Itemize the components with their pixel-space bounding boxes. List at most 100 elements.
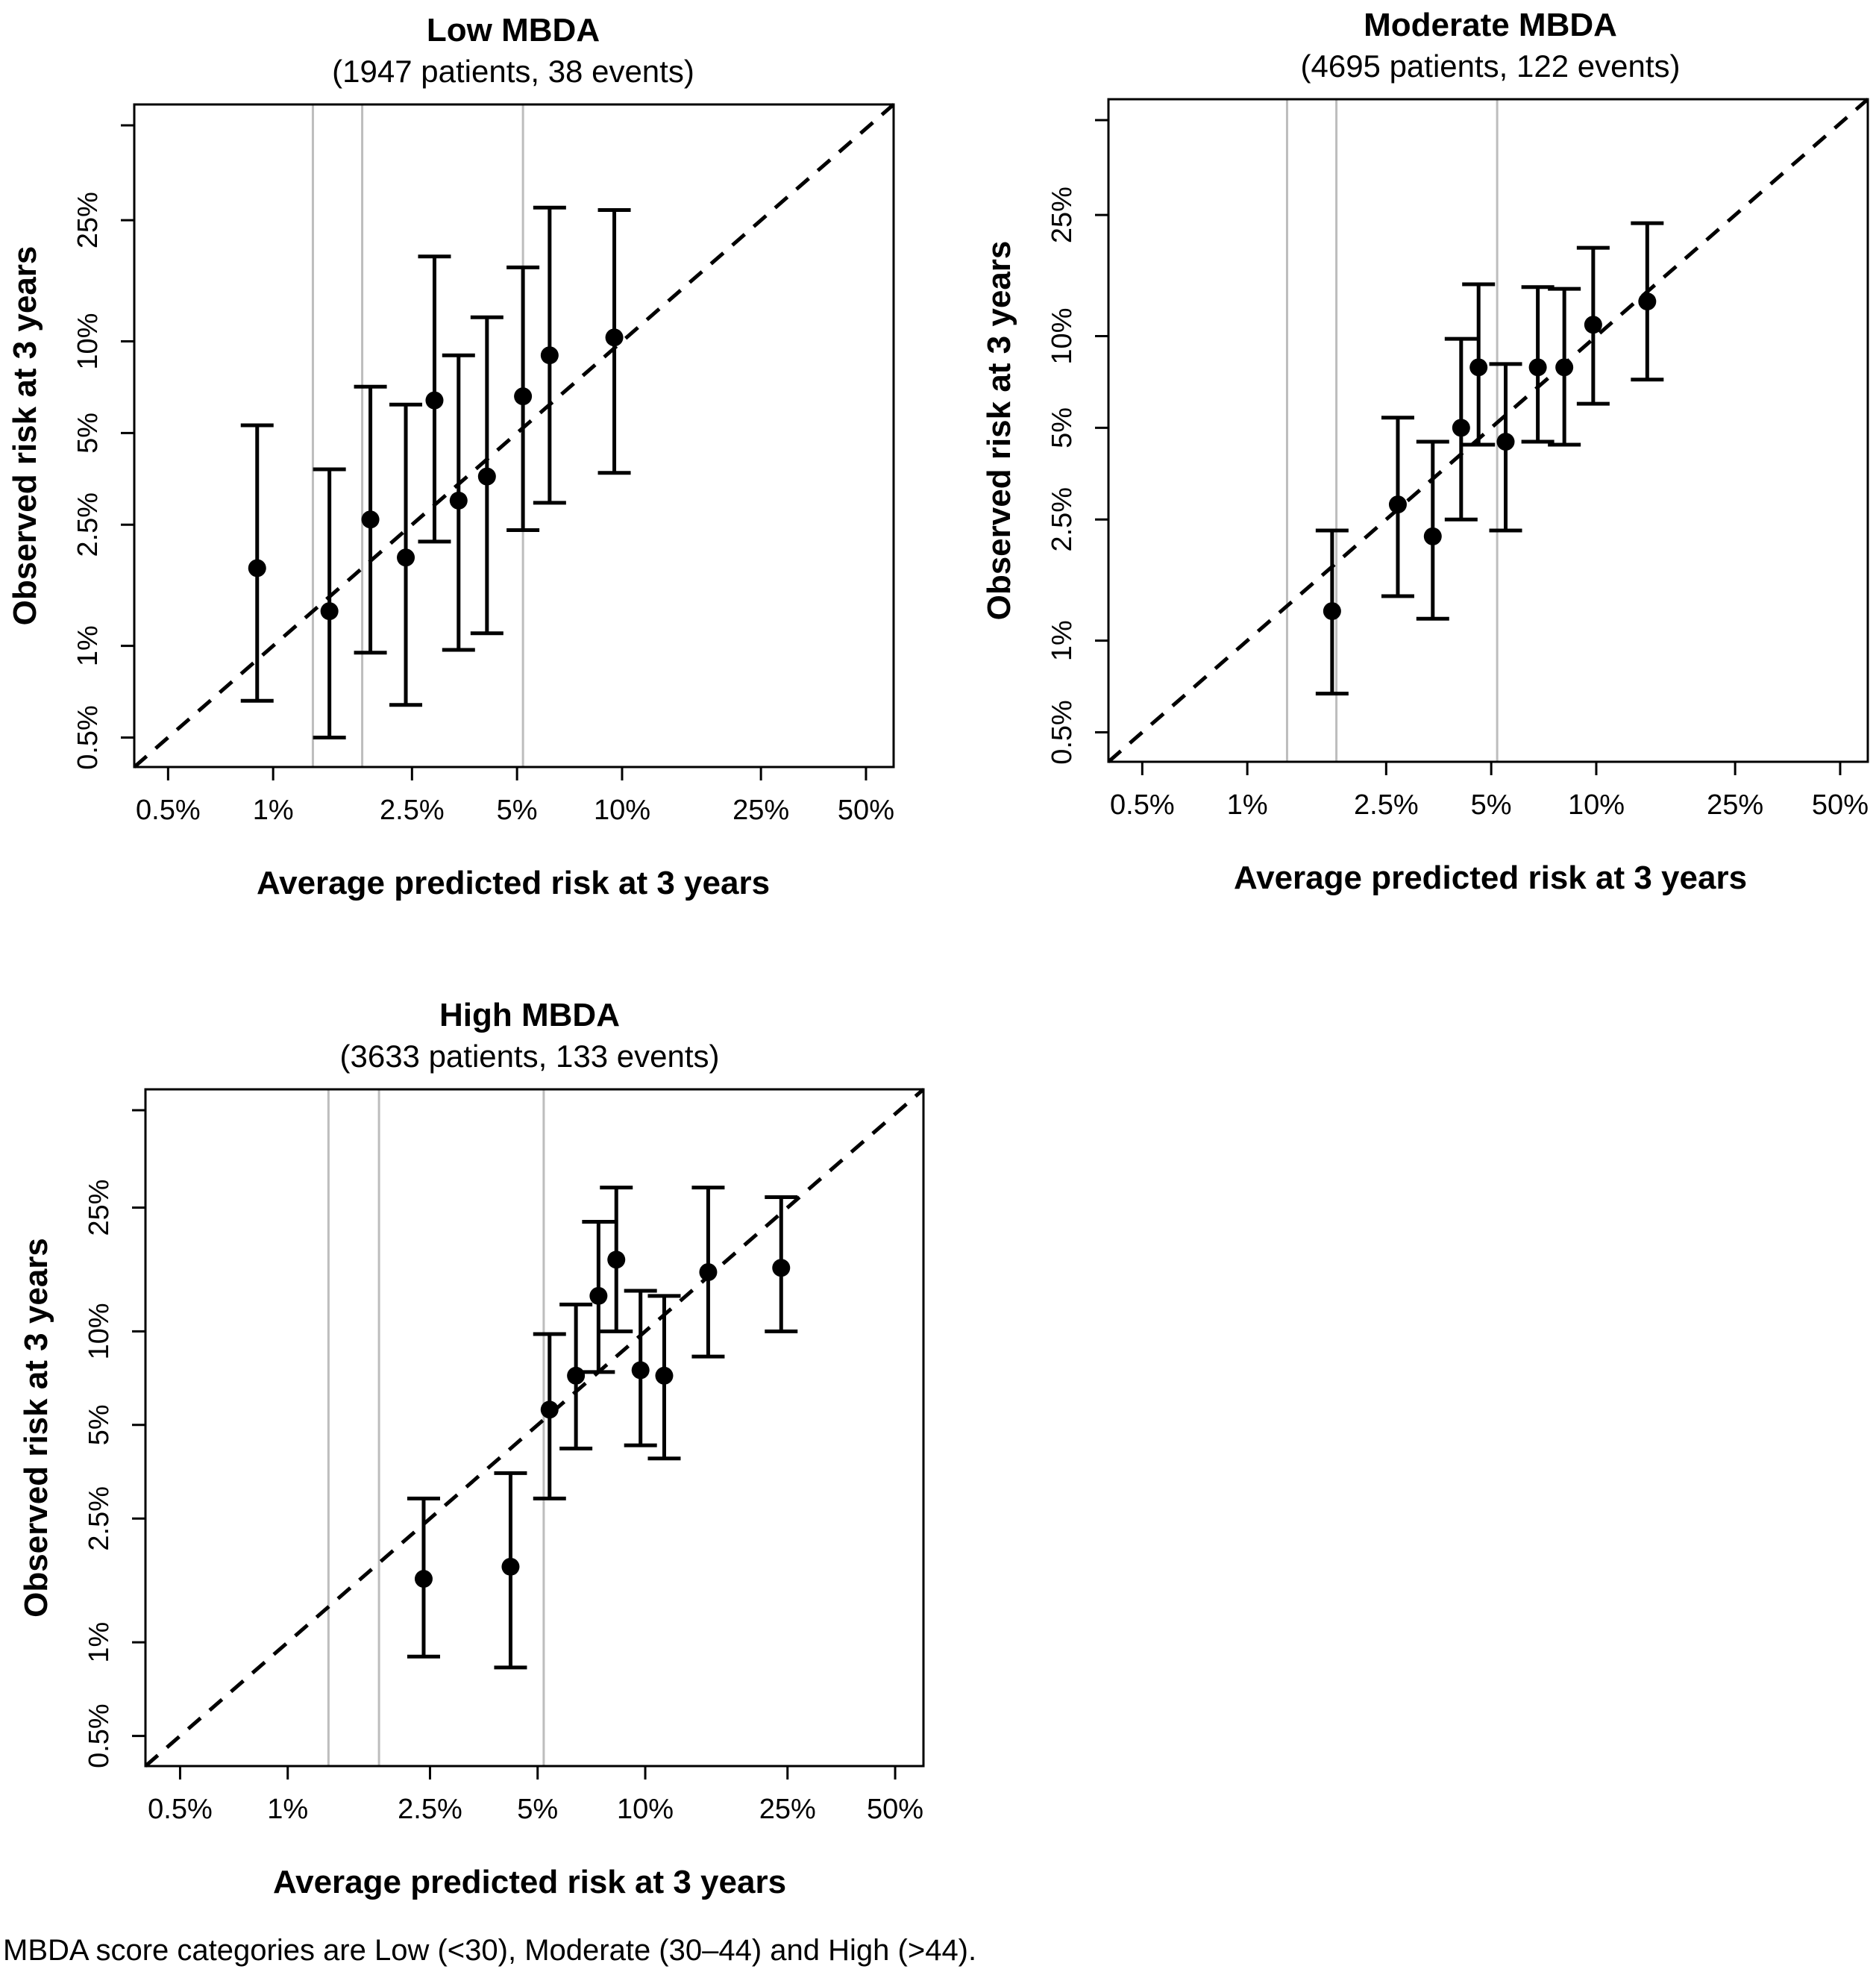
x-tick-label: 50% — [867, 1794, 923, 1825]
point-marker — [699, 1263, 718, 1282]
point-marker — [248, 559, 266, 577]
chart-subtitle: (3633 patients, 133 events) — [339, 1039, 719, 1074]
y-tick-label: 25% — [72, 192, 104, 248]
point-marker — [449, 491, 468, 510]
data-point — [1489, 362, 1522, 533]
data-point — [506, 265, 540, 532]
point-marker — [1388, 495, 1407, 514]
point-marker — [425, 391, 444, 410]
figure-caption: MBDA score categories are Low (<30), Mod… — [3, 1934, 977, 1967]
y-tick-label: 2.5% — [72, 492, 104, 557]
identity-line — [1107, 98, 1869, 763]
data-point — [389, 402, 423, 707]
data-point — [533, 1332, 566, 1500]
plot-frame — [1107, 98, 1869, 763]
y-tick-label: 25% — [84, 1179, 115, 1236]
data-point — [1576, 245, 1610, 406]
point-marker — [540, 346, 559, 365]
y-axis-title: Observed risk at 3 years — [981, 241, 1017, 621]
x-tick-label: 10% — [1568, 789, 1625, 821]
x-tick-label: 5% — [1471, 789, 1512, 821]
x-tick-label: 2.5% — [1354, 789, 1419, 821]
x-tick-label: 5% — [517, 1794, 558, 1825]
point-marker — [1555, 358, 1574, 377]
x-tick-label: 0.5% — [1110, 789, 1175, 821]
x-tick-label: 25% — [732, 795, 789, 826]
y-tick-label: 5% — [84, 1404, 115, 1445]
data-point — [494, 1471, 527, 1670]
data-point — [624, 1289, 657, 1447]
point-marker — [607, 1251, 626, 1269]
x-tick-label: 1% — [1227, 789, 1268, 821]
y-axis-title: Observed risk at 3 years — [18, 1238, 54, 1618]
x-axis-title: Average predicted risk at 3 years — [257, 865, 770, 901]
point-marker — [477, 467, 496, 486]
point-marker — [414, 1570, 433, 1588]
data-point — [1462, 282, 1496, 447]
plot-frame — [133, 103, 895, 769]
point-marker — [655, 1366, 674, 1385]
x-tick-label: 2.5% — [398, 1794, 462, 1825]
y-tick-label: 10% — [84, 1303, 115, 1359]
y-tick-label: 10% — [1047, 308, 1078, 365]
x-tick-label: 5% — [497, 795, 538, 826]
y-tick-label: 1% — [1047, 620, 1078, 661]
chart-panel-1: Low MBDA (1947 patients, 38 events) 0.5% 1%… — [7, 12, 895, 901]
x-tick-label: 10% — [594, 795, 650, 826]
point-marker — [320, 602, 339, 621]
x-tick-label: 0.5% — [136, 795, 201, 826]
x-tick-label: 0.5% — [148, 1794, 213, 1825]
x-tick-label: 25% — [759, 1794, 816, 1825]
data-point — [418, 254, 451, 544]
identity-line — [133, 103, 895, 769]
y-tick-label: 10% — [72, 313, 104, 370]
data-point — [313, 467, 346, 739]
point-marker — [1423, 527, 1442, 545]
point-marker — [1452, 419, 1470, 437]
chart-subtitle: (4695 patients, 122 events) — [1300, 48, 1680, 84]
data-point — [582, 1220, 615, 1374]
x-tick-label: 2.5% — [380, 795, 445, 826]
data-point — [1548, 287, 1581, 447]
x-tick-label: 25% — [1707, 789, 1763, 821]
y-tick-label: 2.5% — [1047, 487, 1078, 552]
point-marker — [631, 1361, 650, 1380]
data-point — [1444, 337, 1478, 522]
x-tick-label: 50% — [838, 795, 894, 826]
data-point — [354, 384, 387, 655]
point-marker — [540, 1400, 559, 1419]
x-axis-title: Average predicted risk at 3 years — [273, 1864, 786, 1900]
data-point — [1416, 439, 1449, 621]
point-marker — [397, 548, 415, 567]
point-marker — [1323, 602, 1341, 621]
chart-panel-3: High MBDA (3633 patients, 133 events) 0.5%… — [18, 997, 925, 1900]
y-tick-label: 0.5% — [84, 1703, 115, 1768]
y-tick-label: 1% — [84, 1622, 115, 1663]
data-point — [559, 1302, 593, 1450]
point-marker — [514, 387, 533, 406]
plot-frame — [144, 1088, 925, 1768]
x-axis-title: Average predicted risk at 3 years — [1234, 860, 1747, 896]
y-tick-label: 2.5% — [84, 1486, 115, 1551]
x-tick-label: 50% — [1812, 789, 1869, 821]
point-marker — [1469, 358, 1488, 377]
data-point — [533, 205, 566, 505]
data-point — [470, 315, 503, 636]
y-tick-label: 0.5% — [1047, 700, 1078, 765]
point-marker — [772, 1259, 791, 1277]
data-point — [240, 423, 274, 703]
point-marker — [1496, 433, 1515, 451]
chart-title: High MBDA — [439, 997, 620, 1033]
data-point — [1631, 221, 1664, 382]
y-axis-title: Observed risk at 3 years — [7, 246, 43, 626]
data-point — [1315, 528, 1349, 696]
data-point — [765, 1195, 798, 1333]
data-point — [647, 1294, 681, 1461]
data-point — [407, 1496, 440, 1659]
data-point — [597, 208, 631, 475]
chart-subtitle: (1947 patients, 38 events) — [332, 54, 694, 89]
data-point — [442, 353, 475, 652]
data-point — [1381, 416, 1414, 598]
point-marker — [567, 1366, 586, 1385]
